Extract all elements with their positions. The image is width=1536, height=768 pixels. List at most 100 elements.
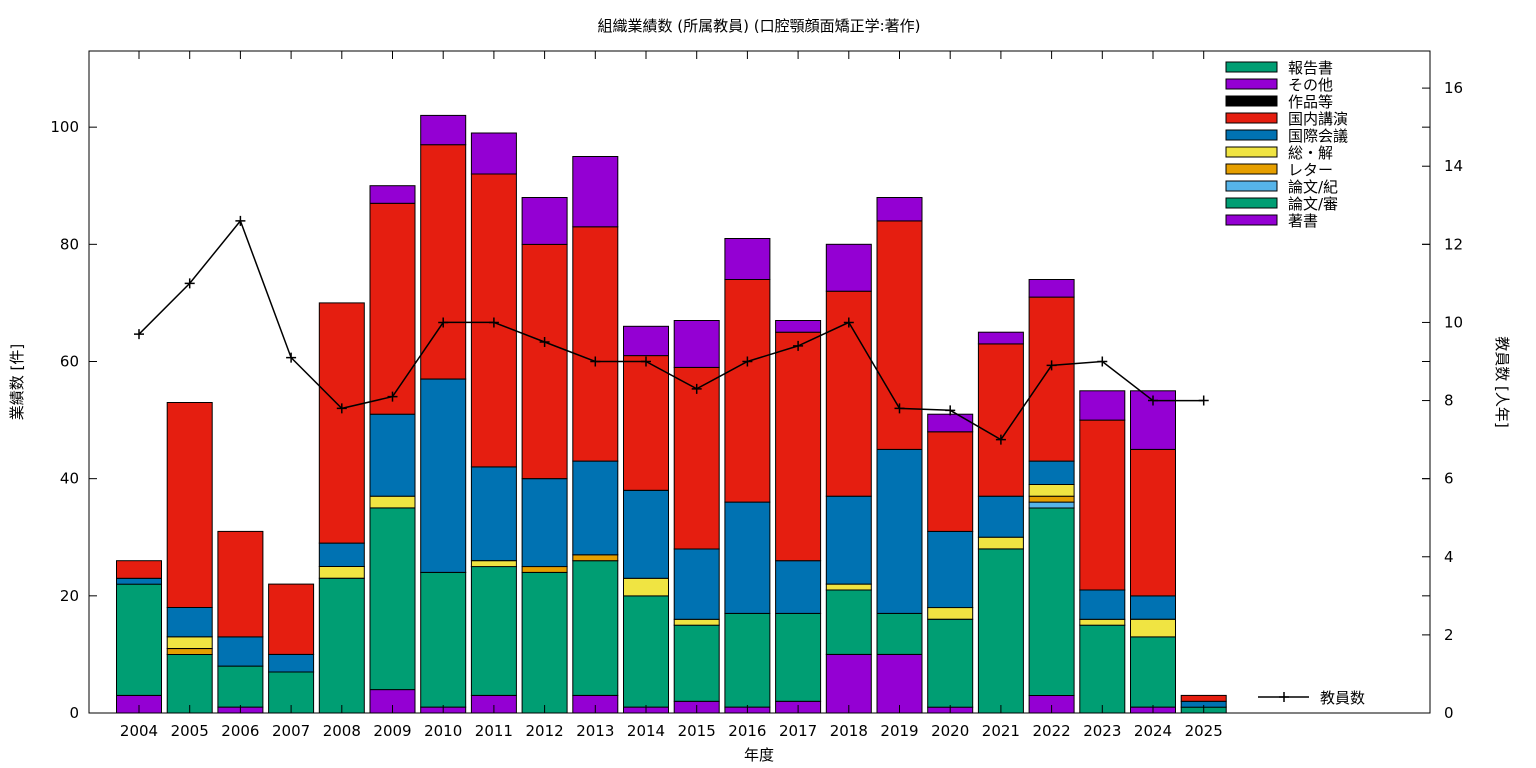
line-point-2017: [793, 340, 804, 351]
bar-segment-2022-1: [1028, 507, 1075, 696]
bar-segment-2017-1: [775, 612, 822, 702]
y2-tick-label: 4: [1444, 548, 1454, 566]
bar-segment-2011-4: [470, 560, 517, 568]
bar-segment-2023-1: [1079, 624, 1126, 714]
bar-segment-2019-8: [876, 197, 923, 222]
bar-segment-2009-1: [369, 507, 416, 691]
bar-segment-2006-6: [217, 530, 264, 638]
bar-segment-2012-5: [521, 478, 568, 568]
x-tick-label: 2025: [1185, 722, 1223, 740]
bar-segment-2022-6: [1028, 296, 1075, 462]
bar-segment-2006-1: [217, 665, 264, 708]
x-tick-label: 2018: [830, 722, 868, 740]
bar-segment-2023-4: [1079, 618, 1126, 626]
bar-segment-2015-1: [673, 624, 720, 702]
bar-segment-2015-5: [673, 548, 720, 620]
x-tick-label: 2012: [526, 722, 564, 740]
line-point-2008: [336, 403, 347, 414]
bar-segment-2004-5: [116, 577, 162, 585]
x-tick-label: 2023: [1083, 722, 1121, 740]
x-axis-label: 年度: [744, 746, 774, 764]
bar-segment-2018-0: [825, 653, 872, 714]
bar-segment-2013-8: [572, 156, 619, 228]
bar-segment-2016-5: [724, 501, 771, 614]
y-tick-label: 40: [60, 470, 79, 488]
plot-frame: [88, 50, 1431, 714]
bar-segment-2009-6: [369, 202, 416, 415]
x-tick-label: 2017: [779, 722, 817, 740]
x-tick-label: 2013: [576, 722, 614, 740]
bar-segment-2009-4: [369, 495, 416, 509]
bar-segment-2013-3: [572, 554, 619, 562]
legend-label-3: レター: [1288, 161, 1333, 179]
x-tick-label: 2019: [880, 722, 918, 740]
legend-label-7: 作品等: [1288, 93, 1333, 111]
y-tick-label: 60: [60, 352, 79, 370]
bar-segment-2015-8: [673, 320, 720, 368]
bar-segment-2022-2: [1028, 501, 1075, 509]
bar-segment-2015-4: [673, 618, 720, 626]
legend-label-1: 論文/審: [1288, 195, 1338, 213]
bar-segment-2011-5: [470, 466, 517, 562]
bar-segment-2014-8: [623, 325, 669, 357]
bar-segment-2005-3: [166, 648, 213, 655]
bar-segment-2020-6: [927, 431, 974, 532]
bar-segment-2004-1: [116, 583, 162, 696]
x-tick-label: 2014: [627, 722, 665, 740]
line-point-2018: [843, 317, 854, 328]
bar-segment-2021-1: [977, 548, 1024, 714]
bar-segment-2024-6: [1130, 448, 1176, 597]
bar-segment-2010-5: [420, 378, 467, 573]
line-point-2012: [539, 336, 550, 347]
bar-segment-2010-6: [420, 144, 467, 380]
legend-label-2: 論文/紀: [1288, 178, 1338, 196]
y2-tick-label: 16: [1444, 79, 1463, 97]
x-tick-label: 2024: [1134, 722, 1172, 740]
bar-segment-2004-6: [116, 560, 162, 579]
bar-segment-2013-6: [572, 226, 619, 462]
y-tick-label: 0: [69, 704, 79, 722]
y2-tick-label: 2: [1444, 626, 1454, 644]
line-point-2020: [945, 405, 956, 416]
x-tick-label: 2022: [1033, 722, 1071, 740]
bar-segment-2012-3: [521, 566, 568, 573]
bar-segment-2020-8: [927, 413, 974, 433]
legend-swatch-9: [1225, 61, 1278, 73]
bars-layer: [116, 114, 1227, 714]
y2-tick-label: 12: [1444, 235, 1463, 253]
x-tick-label: 2021: [982, 722, 1020, 740]
legend-label-5: 国際会議: [1288, 127, 1348, 145]
bar-segment-2019-6: [876, 220, 923, 450]
bar-segment-2012-1: [521, 571, 568, 714]
line-point-2023: [1097, 356, 1108, 367]
x-tick-label: 2020: [931, 722, 969, 740]
line-point-2009: [387, 391, 398, 402]
bar-segment-2016-6: [724, 279, 771, 503]
legend-label-4: 総・解: [1288, 144, 1333, 162]
legend-swatch-8: [1225, 78, 1278, 90]
x-tick-label: 2015: [678, 722, 716, 740]
legend-label-8: その他: [1288, 76, 1333, 94]
bar-segment-2016-8: [724, 238, 771, 280]
y-tick-label: 20: [60, 587, 79, 605]
y2-tick-label: 10: [1444, 313, 1463, 331]
bar-segment-2009-8: [369, 185, 416, 204]
bar-segment-2018-8: [825, 243, 872, 292]
line-point-2007: [286, 352, 297, 363]
bar-segment-2023-6: [1079, 419, 1126, 591]
bar-segment-2024-5: [1130, 595, 1176, 620]
x-tick-label: 2011: [475, 722, 513, 740]
y2-tick-label: 8: [1444, 392, 1454, 410]
x-tick-label: 2009: [373, 722, 411, 740]
line-point-2016: [742, 356, 753, 367]
bar-segment-2020-5: [927, 530, 974, 609]
bar-segment-2019-0: [876, 653, 923, 714]
bar-segment-2012-6: [521, 243, 568, 480]
bar-segment-2021-8: [977, 331, 1024, 345]
x-tick-label: 2007: [272, 722, 310, 740]
bar-segment-2011-1: [470, 566, 517, 696]
bar-segment-2008-5: [318, 542, 365, 567]
bar-segment-2014-4: [623, 577, 669, 597]
legend-swatch-1: [1225, 197, 1278, 209]
bar-segment-2008-6: [318, 302, 365, 544]
